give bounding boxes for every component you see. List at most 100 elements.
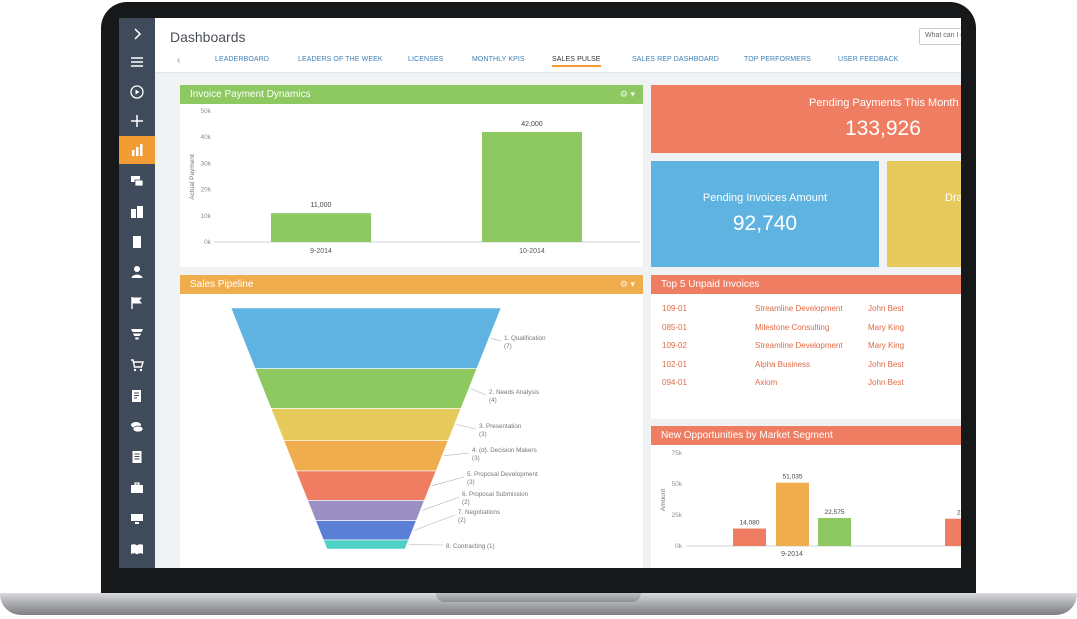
- funnel-leader-line: [490, 338, 502, 342]
- sidebar-item-buildings[interactable]: [119, 198, 155, 226]
- pending-payments-caption: Pending Payments This Month: [809, 97, 959, 109]
- invoice-payment-widget: Invoice Payment Dynamics ⚙ ▾ 0k 10k 20k 30k…: [180, 85, 643, 267]
- invoice-number[interactable]: 102-01: [662, 359, 687, 369]
- tab-sales-pulse[interactable]: SALES PULSE: [552, 56, 601, 67]
- buildings-icon: [131, 206, 143, 218]
- invoice-number[interactable]: 085-01: [662, 322, 687, 332]
- funnel-icon: [131, 329, 143, 340]
- sidebar-item-monitor[interactable]: [119, 505, 155, 533]
- bar: [271, 213, 371, 242]
- list-item[interactable]: 109-02 Streamline Development Mary King: [651, 341, 961, 355]
- invoice-number[interactable]: 109-02: [662, 341, 687, 350]
- funnel-count-label: (2): [462, 499, 470, 506]
- pending-payments-tile[interactable]: Pending Payments This Month 133,926: [651, 85, 961, 153]
- funnel-count-label: (3): [467, 479, 475, 486]
- invoice-account[interactable]: Milestone Consulting: [755, 322, 830, 332]
- tab-top-performers[interactable]: TOP PERFORMERS: [744, 56, 811, 63]
- y-tick-label: 25k: [672, 512, 683, 519]
- draft-tile[interactable]: Dra: [887, 161, 961, 267]
- laptop-notch: [436, 593, 641, 602]
- pending-invoices-caption: Pending Invoices Amount: [702, 192, 828, 204]
- dashboard-tabs: LEADERBOARD LEADERS OF THE WEEK LICENSES…: [155, 56, 961, 72]
- sidebar-item-coins[interactable]: [119, 413, 155, 441]
- invoice-owner[interactable]: John Best: [868, 378, 904, 387]
- cart-icon: [131, 359, 144, 372]
- sidebar-item-funnel[interactable]: [119, 320, 155, 348]
- invoice-number[interactable]: 109-01: [662, 304, 687, 313]
- invoice-owner[interactable]: John Best: [868, 359, 904, 369]
- sidebar-item-person[interactable]: [119, 258, 155, 286]
- funnel-leader-line: [422, 496, 460, 511]
- tab-leaders-of-the-week[interactable]: LEADERS OF THE WEEK: [298, 56, 383, 63]
- sidebar-item-chevron-right[interactable]: [119, 20, 155, 48]
- sidebar-item-cart[interactable]: [119, 351, 155, 379]
- x-tick-label: 9-2014: [310, 248, 332, 255]
- data-label: 22,: [957, 510, 961, 517]
- sidebar-item-book[interactable]: [119, 535, 155, 563]
- widget-settings-icon[interactable]: ⚙ ▾: [619, 279, 635, 289]
- y-axis-title: Amount: [660, 489, 667, 512]
- sales-pipeline-header: Sales Pipeline ⚙ ▾: [180, 275, 643, 294]
- x-tick-label: 10-2014: [519, 248, 545, 255]
- page-title: Dashboards: [170, 29, 246, 45]
- sidebar-item-building[interactable]: [119, 228, 155, 256]
- y-tick-label: 0k: [675, 543, 683, 550]
- funnel-leader-line: [470, 388, 487, 396]
- invoice-account[interactable]: Streamline Development: [755, 304, 843, 313]
- y-axis-title: Actual Payment: [189, 154, 196, 200]
- sidebar-item-play-circle[interactable]: [119, 78, 155, 106]
- tab-leaderboard[interactable]: LEADERBOARD: [215, 56, 270, 63]
- invoice-owner[interactable]: John Best: [868, 304, 904, 313]
- widget-settings-icon[interactable]: ⚙ ▾: [619, 89, 635, 99]
- list-item[interactable]: 085-01 Milestone Consulting Mary King: [651, 323, 961, 337]
- sidebar-item-edit-document[interactable]: [119, 382, 155, 410]
- funnel-leader-line: [432, 476, 465, 487]
- invoice-owner[interactable]: Mary King: [868, 341, 905, 350]
- list-item[interactable]: 094-01 Axiom John Best: [651, 378, 961, 392]
- list-item[interactable]: 102-01 Alpha Business John Best: [651, 360, 961, 374]
- sidebar-item-briefcase[interactable]: [119, 474, 155, 502]
- funnel-segment: [254, 368, 478, 409]
- pending-invoices-value: 92,740: [732, 212, 798, 235]
- funnel-label: 2. Needs Analysis: [489, 389, 539, 396]
- invoice-account[interactable]: Alpha Business: [755, 359, 811, 369]
- top-unpaid-title: Top 5 Unpaid Invoices: [661, 279, 760, 290]
- y-tick-label: 50k: [201, 108, 212, 115]
- laptop-base: [0, 593, 1077, 615]
- sidebar-item-menu[interactable]: [119, 48, 155, 76]
- y-tick-label: 20k: [201, 187, 212, 194]
- invoice-number[interactable]: 094-01: [662, 378, 687, 387]
- funnel-segment: [230, 307, 502, 369]
- sidebar-item-plus[interactable]: [119, 107, 155, 135]
- tabs-scroll-left-icon[interactable]: ‹: [177, 55, 181, 66]
- funnel-label: 1. Qualification: [504, 335, 546, 342]
- funnel-segment: [295, 470, 437, 501]
- sidebar-item-chat[interactable]: [119, 167, 155, 195]
- invoice-account[interactable]: Streamline Development: [755, 341, 843, 350]
- funnel-leader-line: [444, 452, 470, 457]
- sidebar-item-flag[interactable]: [119, 289, 155, 317]
- tab-user-feedback[interactable]: USER FEEDBACK: [838, 56, 899, 63]
- bar: [945, 518, 961, 546]
- funnel-leader-line: [408, 544, 444, 546]
- invoice-account[interactable]: Axiom: [755, 378, 778, 387]
- funnel-leader-line: [456, 424, 477, 430]
- tab-sales-rep-dashboard[interactable]: SALES REP DASHBOARD: [632, 56, 719, 63]
- search-input[interactable]: What can I do for you?: [919, 28, 961, 45]
- sidebar-item-bar-chart[interactable]: [119, 136, 155, 164]
- funnel-segment: [322, 539, 410, 550]
- y-tick-label: 0k: [204, 239, 212, 246]
- tab-licenses[interactable]: LICENSES: [408, 56, 444, 63]
- invoice-owner[interactable]: Mary King: [868, 322, 905, 332]
- tab-monthly-kpis[interactable]: MONTHLY KPIS: [472, 56, 525, 63]
- list-item[interactable]: 109-01 Streamline Development John Best: [651, 304, 961, 318]
- invoice-payment-title: Invoice Payment Dynamics: [190, 89, 311, 100]
- funnel-segment: [283, 440, 449, 472]
- pending-invoices-tile[interactable]: Pending Invoices Amount 92,740: [651, 161, 879, 267]
- sidebar-item-document[interactable]: [119, 443, 155, 471]
- monitor-icon: [131, 514, 143, 524]
- plus-icon: [131, 115, 143, 127]
- new-opps-title: New Opportunities by Market Segment: [661, 430, 833, 441]
- funnel-count-label: (3): [472, 455, 480, 462]
- edit-document-icon: [132, 390, 141, 402]
